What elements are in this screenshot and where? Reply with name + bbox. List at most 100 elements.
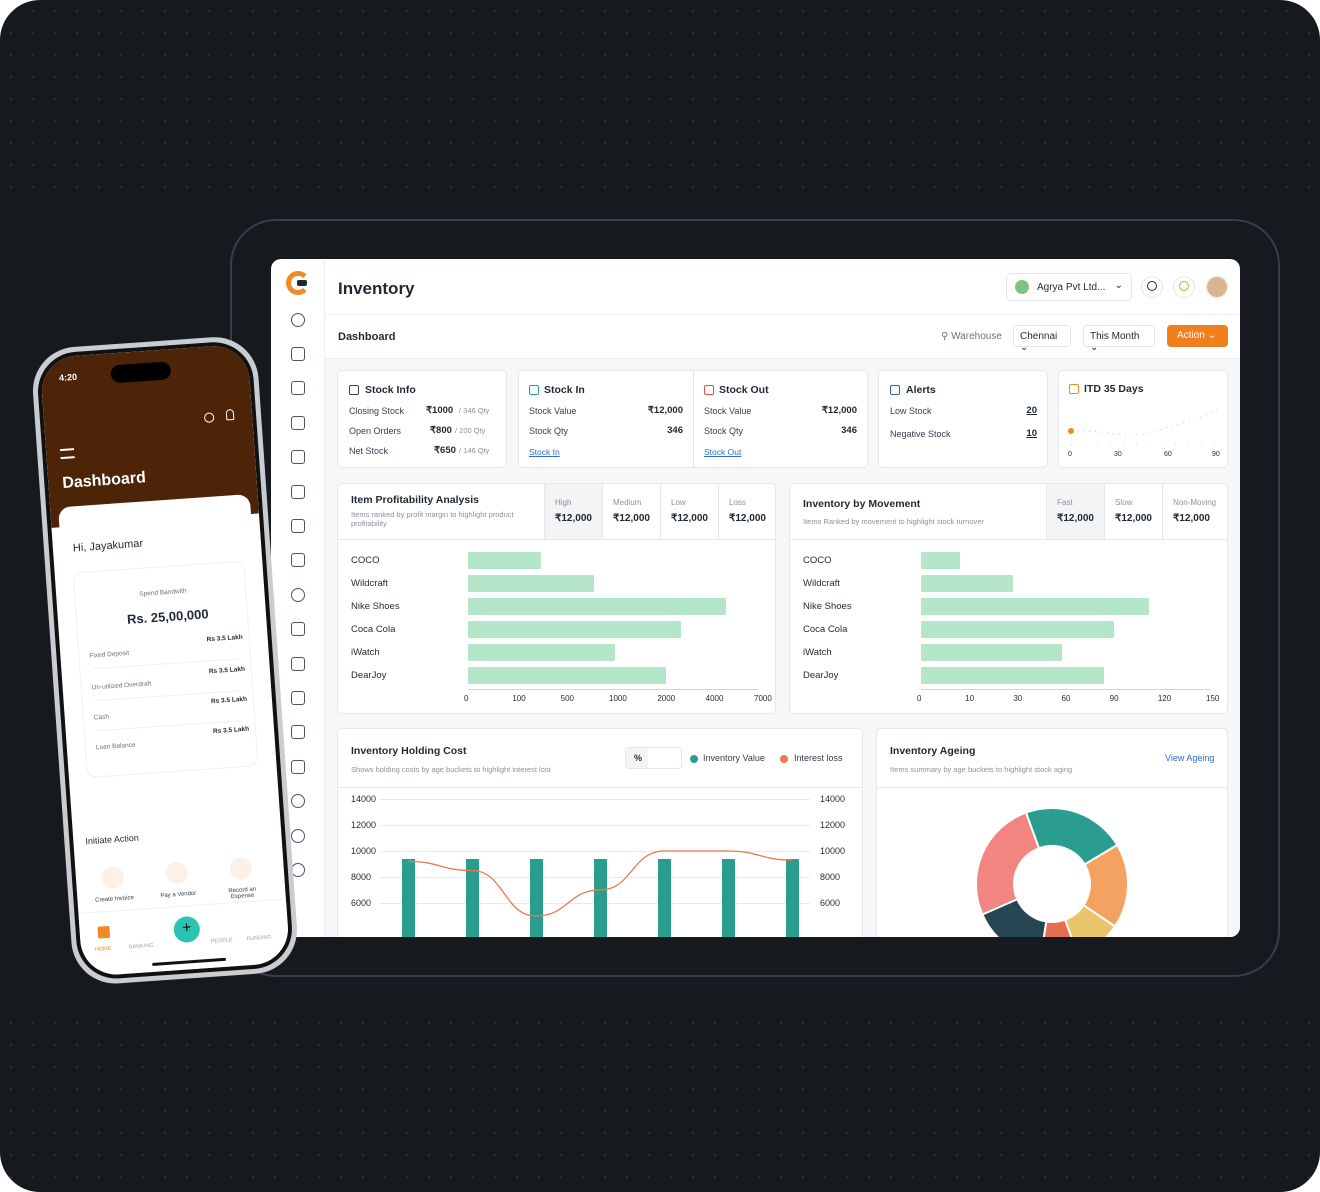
nav-funding[interactable]: FUNDING bbox=[246, 934, 272, 943]
compass-icon[interactable] bbox=[291, 313, 305, 327]
company-selector[interactable]: Agrya Pvt Ltd... ⌄ bbox=[1006, 273, 1132, 301]
bar[interactable] bbox=[921, 667, 1105, 684]
truck-icon[interactable] bbox=[291, 416, 305, 430]
people-icon[interactable] bbox=[291, 588, 305, 602]
x-tick: 100 bbox=[512, 694, 526, 703]
card-icon[interactable] bbox=[291, 381, 305, 395]
expense-icon[interactable] bbox=[228, 856, 253, 881]
calendar-icon bbox=[1069, 384, 1079, 394]
inventory-value-bar[interactable] bbox=[786, 858, 799, 937]
profitability-card: Item Profitability Analysis Items ranked… bbox=[337, 483, 776, 714]
inventory-value-bar[interactable] bbox=[722, 858, 735, 937]
search-icon[interactable] bbox=[203, 412, 215, 424]
notification-button[interactable] bbox=[1173, 276, 1195, 298]
bar[interactable] bbox=[468, 621, 681, 638]
company-name: Agrya Pvt Ltd... bbox=[1037, 282, 1106, 293]
invoice-icon[interactable] bbox=[101, 865, 125, 890]
ageing-title: Inventory Ageing bbox=[890, 745, 976, 757]
bar[interactable] bbox=[468, 598, 726, 615]
cash-label: Cash bbox=[93, 713, 110, 722]
bar-label: iWatch bbox=[351, 647, 380, 658]
alert-icon bbox=[890, 385, 900, 395]
terminal-icon[interactable] bbox=[291, 725, 305, 739]
stock-out-icon bbox=[704, 385, 714, 395]
user-icon[interactable] bbox=[291, 794, 305, 808]
inventory-value-bar[interactable] bbox=[530, 858, 543, 937]
nav-people[interactable]: PEOPLE bbox=[210, 937, 233, 945]
donut-slice[interactable] bbox=[1040, 918, 1078, 937]
report-icon[interactable] bbox=[291, 622, 305, 636]
x-tick: 10 bbox=[965, 694, 975, 703]
y-tick-right: 10000 bbox=[820, 846, 846, 856]
rupee-icon[interactable] bbox=[165, 861, 189, 885]
bar[interactable] bbox=[468, 644, 616, 661]
movement-subtitle: Items Ranked by movement to highlight st… bbox=[803, 517, 984, 526]
avatar[interactable] bbox=[1205, 275, 1229, 299]
donut-slice[interactable] bbox=[975, 811, 1041, 916]
bar[interactable] bbox=[468, 667, 667, 684]
bar[interactable] bbox=[468, 575, 594, 592]
nav-home[interactable]: HOME bbox=[94, 945, 112, 953]
stock-in-value-label: Stock Value bbox=[529, 406, 577, 416]
gridline bbox=[380, 799, 810, 800]
low-stock-value[interactable]: 20 bbox=[1026, 405, 1037, 416]
bar[interactable] bbox=[921, 575, 1013, 592]
alerts-title: Alerts bbox=[906, 384, 936, 396]
percent-toggle[interactable]: % bbox=[625, 747, 682, 769]
movement-card: Inventory by Movement Items Ranked by mo… bbox=[789, 483, 1228, 714]
stock-out-link[interactable]: Stock Out bbox=[704, 447, 742, 457]
x-axis bbox=[468, 689, 758, 690]
gear-icon[interactable] bbox=[291, 829, 305, 843]
bar-label: Nike Shoes bbox=[351, 601, 400, 612]
donut-slice[interactable] bbox=[1063, 903, 1117, 937]
bar[interactable] bbox=[921, 644, 1063, 661]
bar[interactable] bbox=[921, 621, 1114, 638]
bell-icon[interactable] bbox=[225, 408, 235, 421]
inventory-value-bar[interactable] bbox=[402, 858, 415, 937]
camera-icon[interactable] bbox=[291, 519, 305, 533]
bar[interactable] bbox=[468, 552, 541, 569]
stock-out-qty: 346 bbox=[841, 425, 857, 436]
stock-in-icon bbox=[529, 385, 539, 395]
bar[interactable] bbox=[921, 598, 1149, 615]
negative-stock-value[interactable]: 10 bbox=[1026, 428, 1037, 439]
action-button[interactable]: Action ⌄ bbox=[1167, 325, 1228, 347]
package-icon[interactable] bbox=[291, 657, 305, 671]
sync-icon[interactable] bbox=[291, 691, 305, 705]
bank-icon[interactable] bbox=[291, 553, 305, 567]
topbar: Inventory Agrya Pvt Ltd... ⌄ bbox=[325, 259, 1240, 315]
interest-loss-line[interactable] bbox=[407, 850, 793, 917]
alerts-card: Alerts Low Stock Negative Stock 20 10 bbox=[878, 370, 1048, 468]
ledger-icon[interactable] bbox=[291, 347, 305, 361]
bar[interactable] bbox=[921, 552, 960, 569]
inventory-value-bar[interactable] bbox=[594, 858, 607, 937]
wallet-icon[interactable] bbox=[291, 485, 305, 499]
legend-interest-loss: Interest loss bbox=[794, 753, 843, 763]
view-ageing-link[interactable]: View Ageing bbox=[1165, 753, 1215, 763]
period-dropdown[interactable]: This Month ⌄ bbox=[1083, 325, 1155, 353]
itd-sparkline bbox=[1068, 408, 1218, 446]
add-button[interactable]: + bbox=[172, 915, 201, 944]
nav-banking[interactable]: BANKING bbox=[128, 942, 154, 951]
open-orders-value: ₹800 bbox=[430, 425, 452, 436]
box-icon[interactable] bbox=[291, 450, 305, 464]
stock-in-value: ₹12,000 bbox=[647, 405, 683, 416]
x-tick: 500 bbox=[560, 694, 575, 703]
x-tick: 2000 bbox=[657, 694, 676, 703]
inventory-value-bar[interactable] bbox=[658, 858, 671, 937]
document-icon[interactable] bbox=[291, 760, 305, 774]
x-tick: 7000 bbox=[754, 694, 772, 703]
logo-icon[interactable] bbox=[286, 271, 310, 295]
x-tick: 1000 bbox=[609, 694, 627, 703]
bar-label: COCO bbox=[803, 555, 832, 566]
legend-inventory-value: Inventory Value bbox=[703, 753, 765, 763]
x-tick: 30 bbox=[1013, 694, 1023, 703]
stock-out-value: ₹12,000 bbox=[821, 405, 857, 416]
stock-in-link[interactable]: Stock In bbox=[529, 447, 560, 457]
inventory-value-bar[interactable] bbox=[466, 858, 479, 937]
menu-icon[interactable] bbox=[59, 448, 75, 460]
gridline bbox=[380, 825, 810, 826]
home-icon[interactable] bbox=[97, 925, 111, 939]
warehouse-dropdown[interactable]: Chennai ⌄ bbox=[1013, 325, 1071, 353]
search-button[interactable] bbox=[1141, 276, 1163, 298]
